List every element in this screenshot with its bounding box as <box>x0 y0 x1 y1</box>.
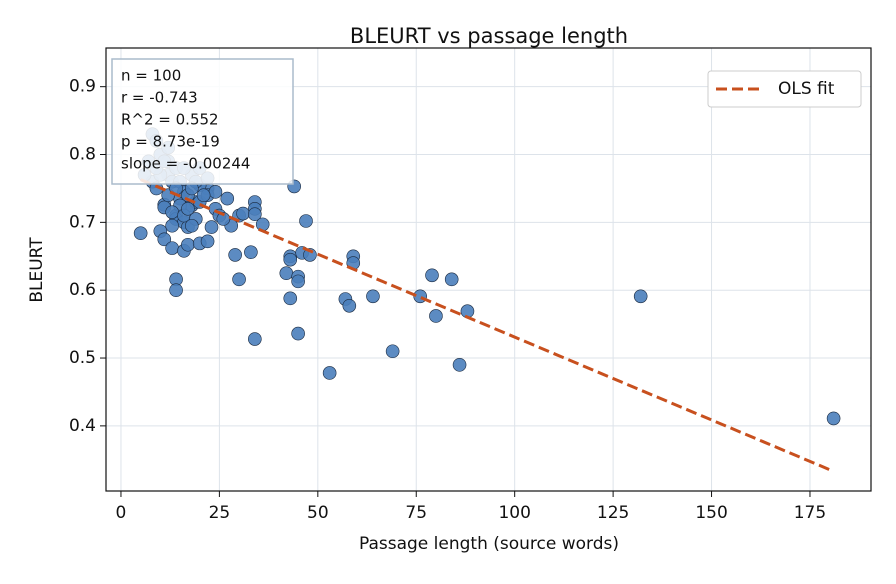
point <box>165 205 179 219</box>
point <box>181 201 195 216</box>
y-axis-label: BLEURT <box>27 237 47 303</box>
point <box>366 289 380 304</box>
point <box>342 298 357 313</box>
stats-box <box>111 58 294 185</box>
point <box>283 252 298 267</box>
point <box>208 185 223 199</box>
point <box>165 218 179 233</box>
point <box>385 344 400 359</box>
point <box>429 309 443 323</box>
point <box>232 272 246 287</box>
point <box>169 283 183 297</box>
point <box>244 245 258 260</box>
point <box>196 188 211 203</box>
x-tick-label: 75 <box>405 503 427 523</box>
y-tick-label: 0.4 <box>69 416 96 436</box>
y-tick-label: 0.9 <box>69 77 96 97</box>
point <box>204 220 219 234</box>
x-tick-label: 50 <box>307 503 329 523</box>
y-tick-label: 0.8 <box>69 145 96 165</box>
point <box>283 291 298 306</box>
point <box>826 411 841 426</box>
point <box>633 289 648 304</box>
point <box>220 191 235 206</box>
stats-line: R^2 = 0.552 <box>121 111 219 129</box>
fit-line <box>140 178 835 473</box>
point <box>236 206 250 221</box>
chart-title: BLEURT vs passage length <box>350 24 628 48</box>
point <box>228 248 242 262</box>
x-axis-label: Passage length (source words) <box>359 534 619 554</box>
legend-label: OLS fit <box>778 79 835 99</box>
x-tick-label: 175 <box>794 503 826 523</box>
point <box>216 212 231 226</box>
legend-box <box>707 70 862 108</box>
point <box>248 332 262 346</box>
point <box>299 214 313 228</box>
stats-line: p = 8.73e-19 <box>121 133 220 151</box>
point <box>157 232 172 247</box>
point <box>133 226 148 241</box>
point <box>291 274 305 289</box>
x-tick-label: 150 <box>695 503 727 523</box>
x-tick-label: 125 <box>597 503 629 523</box>
point <box>165 241 179 255</box>
point <box>279 266 294 281</box>
x-tick-label: 100 <box>498 503 530 523</box>
point <box>452 358 467 372</box>
point <box>322 366 337 380</box>
x-tick-label: 0 <box>116 503 127 523</box>
point <box>425 268 439 283</box>
y-tick-label: 0.6 <box>69 280 96 300</box>
point <box>255 217 270 232</box>
stats-line: slope = -0.00244 <box>121 155 250 173</box>
point <box>200 234 215 249</box>
point <box>248 207 262 222</box>
y-tick-label: 0.5 <box>69 348 96 368</box>
stats-line: r = -0.743 <box>121 89 198 107</box>
stats-line: n = 100 <box>121 67 181 85</box>
point <box>181 237 195 252</box>
y-tick-label: 0.7 <box>69 212 96 232</box>
x-tick-label: 25 <box>209 503 231 523</box>
point <box>291 326 305 341</box>
point <box>185 218 199 233</box>
plot-frame <box>105 47 872 492</box>
point <box>444 272 459 287</box>
